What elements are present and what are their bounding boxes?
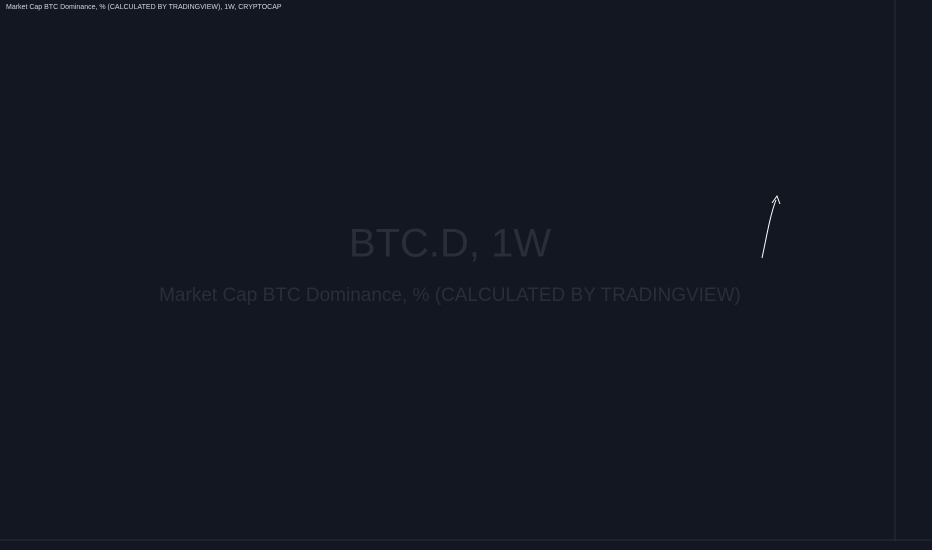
watermark: BTC.D, 1W: [349, 222, 551, 266]
arrow: [761, 199, 777, 259]
chart-title: Market Cap BTC Dominance, % (CALCULATED …: [6, 4, 282, 11]
watermark-subtitle: Market Cap BTC Dominance, % (CALCULATED …: [159, 285, 741, 306]
arrow-head: [771, 194, 781, 205]
